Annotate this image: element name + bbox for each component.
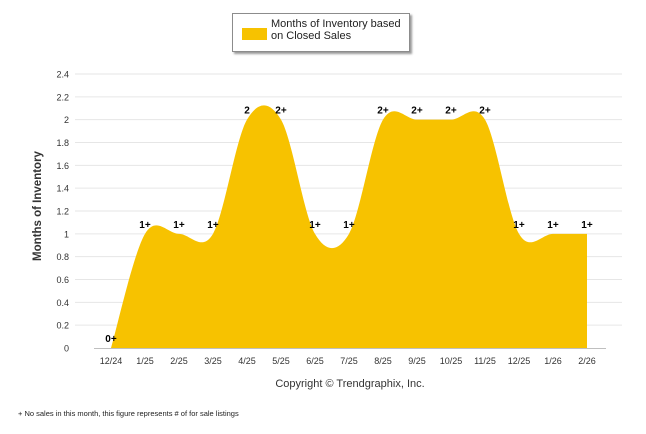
y-tick-label: 1.6 xyxy=(56,161,69,171)
x-tick-label: 2/26 xyxy=(578,356,596,366)
y-tick-label: 1 xyxy=(64,229,69,239)
data-label: 1+ xyxy=(547,220,559,231)
y-tick-label: 1.2 xyxy=(56,207,69,217)
data-label: 2+ xyxy=(275,106,287,117)
x-tick-label: 7/25 xyxy=(340,356,358,366)
y-tick-label: 0.8 xyxy=(56,252,69,262)
legend-swatch xyxy=(242,28,267,40)
x-tick-label: 8/25 xyxy=(374,356,392,366)
data-label: 1+ xyxy=(581,220,593,231)
y-tick-label: 0 xyxy=(64,344,69,354)
y-tick-label: 2 xyxy=(64,115,69,125)
series-area xyxy=(111,105,587,348)
x-tick-label: 10/25 xyxy=(440,356,463,366)
x-tick-label: 1/26 xyxy=(544,356,562,366)
copyright-text: Copyright © Trendgraphix, Inc. xyxy=(275,378,424,390)
x-tick-label: 3/25 xyxy=(204,356,222,366)
data-label: 1+ xyxy=(309,220,321,231)
data-label: 1+ xyxy=(173,220,185,231)
x-tick-label: 4/25 xyxy=(238,356,256,366)
data-label: 1+ xyxy=(513,220,525,231)
x-tick-label: 12/25 xyxy=(508,356,531,366)
x-tick-label: 1/25 xyxy=(136,356,154,366)
x-tick-label: 6/25 xyxy=(306,356,324,366)
y-tick-label: 2.4 xyxy=(56,70,69,80)
x-tick-label: 12/24 xyxy=(100,356,123,366)
data-label: 2+ xyxy=(479,106,491,117)
x-axis-ticks: 12/24 1/25 2/25 3/25 4/25 5/25 6/25 7/25 8/25 9/2… xyxy=(100,356,596,366)
data-label: 2+ xyxy=(411,106,423,117)
y-tick-label: 2.2 xyxy=(56,92,69,102)
y-tick-label: 0.2 xyxy=(56,321,69,331)
x-tick-label: 5/25 xyxy=(272,356,290,366)
data-labels: 0+ 1+ 1+ 1+ 2 2+ 1+ 1+ 2+ 2+ 2+ 2+ 1+ 1+ 1+ xyxy=(105,106,593,345)
y-tick-label: 1.4 xyxy=(56,184,69,194)
y-tick-label: 0.6 xyxy=(56,275,69,285)
footnote: + No sales in this month, this figure re… xyxy=(18,409,239,418)
y-tick-label: 0.4 xyxy=(56,298,69,308)
data-label: 0+ xyxy=(105,334,117,345)
x-tick-label: 2/25 xyxy=(170,356,188,366)
data-label: 1+ xyxy=(343,220,355,231)
data-label: 2 xyxy=(244,106,250,117)
legend-label: Months of Inventory based on Closed Sale… xyxy=(271,18,401,42)
x-tick-label: 9/25 xyxy=(408,356,426,366)
data-label: 2+ xyxy=(377,106,389,117)
data-label: 2+ xyxy=(445,106,457,117)
y-axis-ticks: 0 0.2 0.4 0.6 0.8 1 1.2 1.4 1.6 1.8 2 2.2 2.4 xyxy=(56,70,69,354)
legend: Months of Inventory based on Closed Sale… xyxy=(232,13,410,52)
x-tick-label: 11/25 xyxy=(474,356,496,366)
data-label: 1+ xyxy=(139,220,151,231)
y-axis-title: Months of Inventory xyxy=(32,150,44,260)
y-tick-label: 1.8 xyxy=(56,138,69,148)
data-label: 1+ xyxy=(207,220,219,231)
